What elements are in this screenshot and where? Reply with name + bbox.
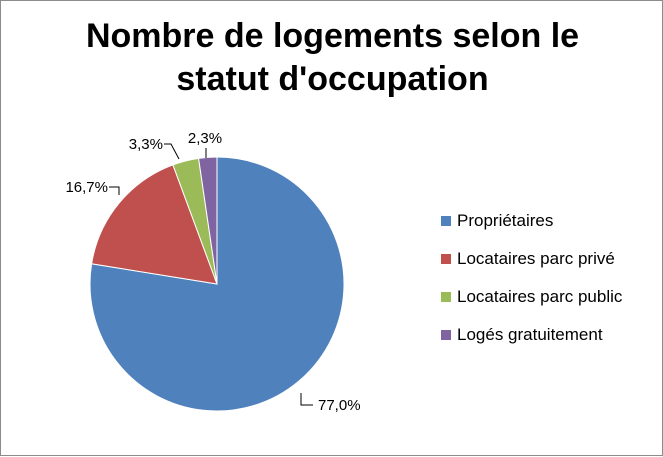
legend-swatch-locataires-parc-public xyxy=(441,292,451,302)
legend-label-proprietaires: Propriétaires xyxy=(457,211,554,230)
leader-line-locataires-parc-prive xyxy=(109,186,120,195)
pie-slice-loges-gratuitement xyxy=(198,156,218,285)
legend-label-loges-gratuitement: Logés gratuitement xyxy=(457,325,603,344)
legend-swatch-loges-gratuitement xyxy=(441,330,451,340)
data-label-proprietaires: 77,0% xyxy=(318,397,361,414)
leader-line-proprietaires xyxy=(300,393,313,406)
legend-label-locataires-parc-prive: Locataires parc privé xyxy=(457,249,615,268)
legend-label-locataires-parc-public: Locataires parc public xyxy=(457,287,623,306)
data-label-loges-gratuitement: 2,3% xyxy=(188,130,222,147)
chart-title-line-1: Nombre de logements selon le xyxy=(85,17,580,55)
chart-title: Nombre de logements selon le statut d'oc… xyxy=(1,15,663,101)
data-label-locataires-parc-public: 3,3% xyxy=(129,136,163,153)
legend-swatch-locataires-parc-prive xyxy=(441,254,451,264)
data-label-locataires-parc-prive: 16,7% xyxy=(65,179,108,196)
pie-slice-proprietaires xyxy=(89,156,345,412)
leader-line-locataires-parc-public xyxy=(164,143,180,160)
legend-item-locataires-parc-prive: Locataires parc privé xyxy=(441,249,622,269)
legend-item-proprietaires: Propriétaires xyxy=(441,211,622,231)
legend-swatch-proprietaires xyxy=(441,216,451,226)
chart-title-line-2: statut d'occupation xyxy=(176,60,489,98)
pie-slice-locataires-parc-prive xyxy=(91,164,218,285)
legend: Propriétaires Locataires parc privé Loca… xyxy=(441,211,622,363)
legend-item-loges-gratuitement: Logés gratuitement xyxy=(441,325,622,345)
legend-item-locataires-parc-public: Locataires parc public xyxy=(441,287,622,307)
